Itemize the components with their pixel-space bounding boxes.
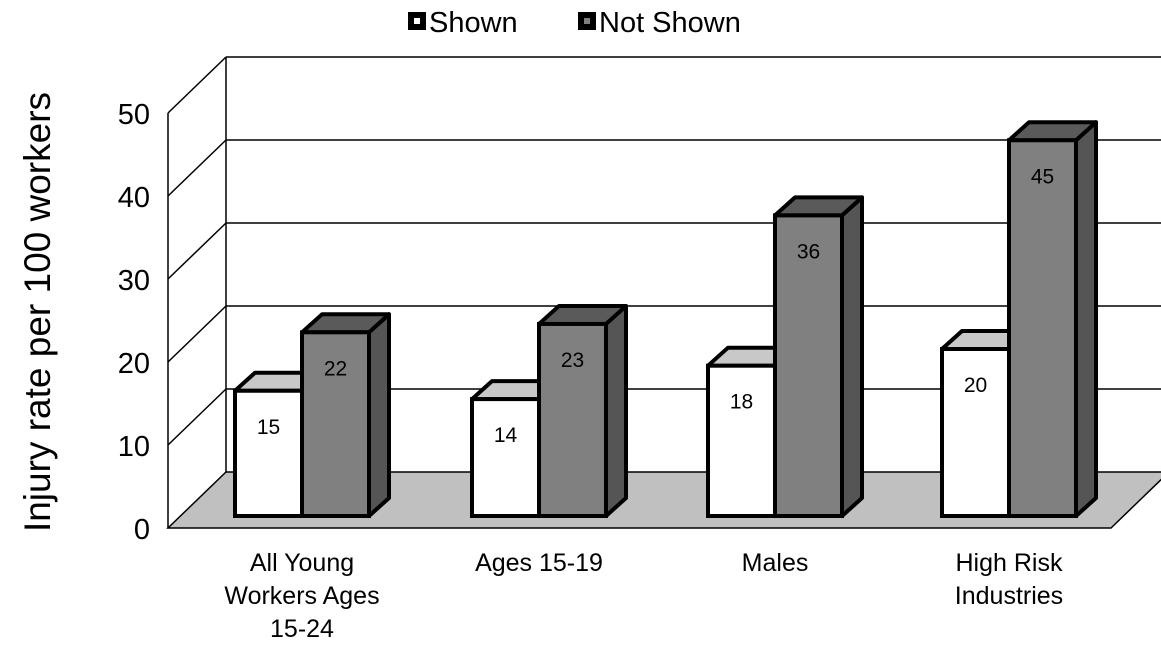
x-tick-label: High Risk Industries [955, 549, 1063, 610]
gridline-diagonal [167, 388, 227, 446]
legend-swatch-shown-inner [414, 18, 420, 24]
bar-not-shown: 45 [1007, 120, 1098, 518]
x-tick-label: Males [742, 549, 809, 577]
x-tick-label: All Young Workers Ages 15-24 [224, 549, 379, 643]
data-label: 18 [730, 391, 753, 414]
y-tick-label: 0 [134, 514, 150, 546]
bar-not-shown: 22 [300, 312, 391, 518]
legend: Shown Not Shown [408, 7, 741, 39]
data-label: 23 [561, 349, 584, 372]
bar-front [940, 347, 1011, 518]
bar-side [840, 195, 864, 518]
gridline-diagonal [167, 305, 227, 363]
y-tick-label: 20 [118, 348, 150, 380]
bar-side [604, 303, 628, 518]
bar-front [773, 213, 844, 518]
legend-label-shown: Shown [429, 7, 518, 39]
data-label: 20 [964, 374, 987, 397]
bar-front [706, 363, 777, 519]
x-axis-labels: All Young Workers Ages 15-24 Ages 15-19 Male… [224, 549, 1063, 643]
gridline-diagonal [167, 222, 227, 280]
y-tick-label: 30 [118, 265, 150, 297]
bar-front [537, 321, 608, 519]
y-tick-label: 40 [118, 182, 150, 214]
data-label: 15 [257, 416, 280, 439]
bars: 15 22 14 23 18 36 20 45 [233, 120, 1098, 519]
bar-not-shown: 36 [773, 195, 864, 518]
gridline-diagonal [167, 56, 227, 114]
y-tick-label: 50 [118, 99, 150, 131]
y-axis-ticks: 0 10 20 30 40 50 [118, 99, 150, 546]
bar-front [1007, 138, 1078, 518]
y-axis-label: Injury rate per 100 workers [17, 92, 58, 532]
legend-swatch-not-shown-inner [584, 18, 590, 24]
x-tick-label: Ages 15-19 [475, 549, 603, 577]
data-label: 45 [1031, 165, 1054, 188]
bar-side [1074, 120, 1098, 518]
data-label: 22 [324, 357, 347, 380]
bar-front [233, 388, 304, 518]
bar-not-shown: 23 [537, 303, 628, 519]
y-tick-label: 10 [118, 431, 150, 463]
data-label: 36 [797, 240, 820, 263]
bar-front [470, 397, 541, 519]
bar-side [367, 312, 391, 518]
legend-label-not-shown: Not Shown [599, 7, 741, 39]
data-label: 14 [494, 424, 518, 447]
bar-front [300, 330, 371, 518]
chart-walls [166, 57, 1161, 529]
chart-floor [166, 471, 1161, 529]
gridline-diagonal [167, 139, 227, 197]
